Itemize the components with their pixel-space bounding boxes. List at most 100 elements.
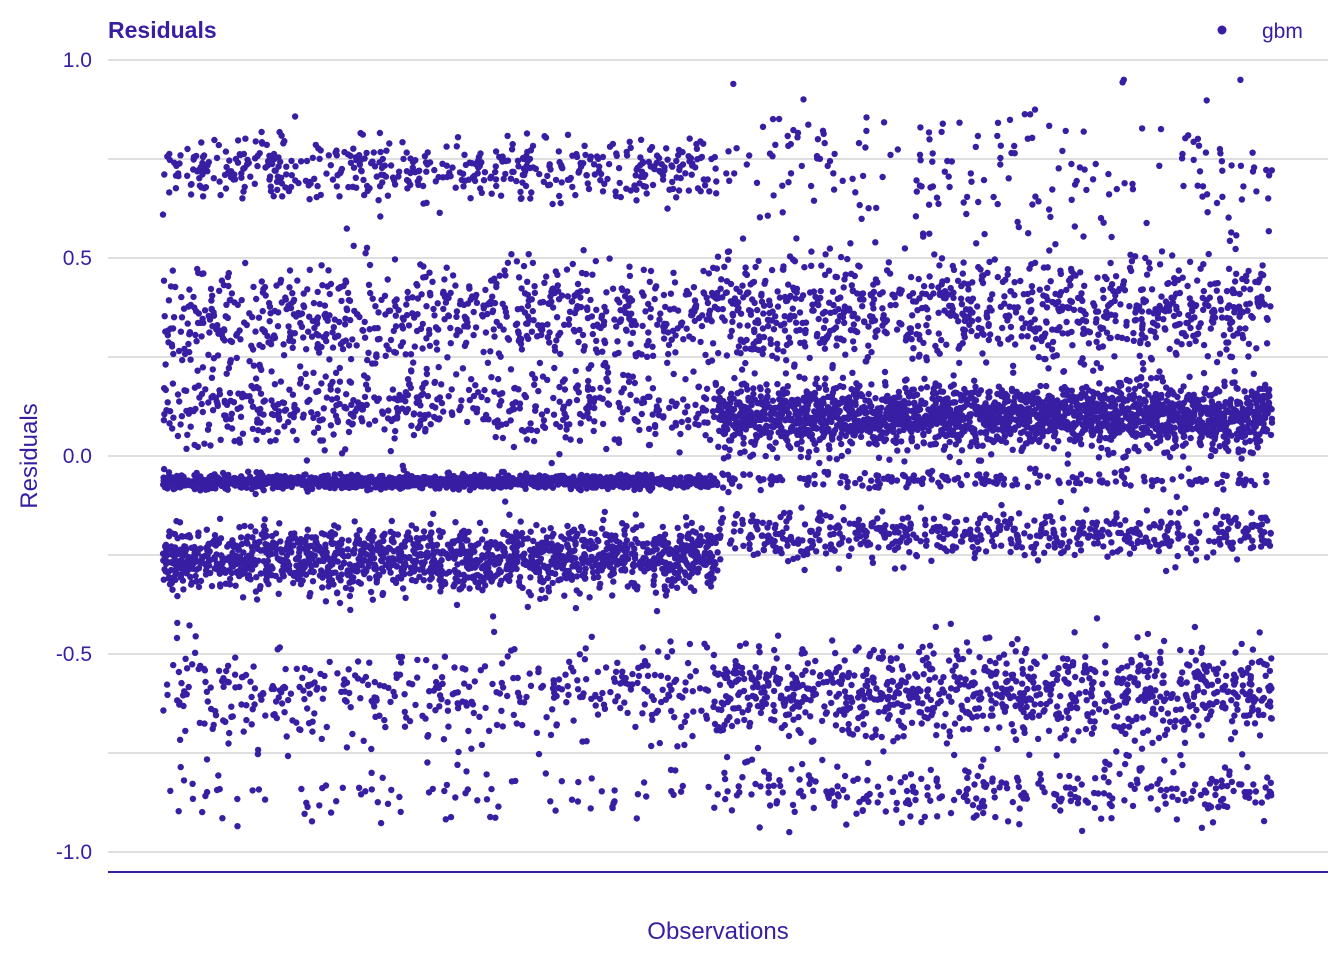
- data-point: [597, 580, 604, 588]
- data-point: [224, 314, 231, 322]
- data-point: [649, 352, 657, 359]
- data-point: [203, 688, 211, 695]
- data-point: [502, 272, 509, 279]
- data-point: [466, 585, 473, 592]
- data-point: [491, 333, 498, 340]
- data-point: [686, 135, 693, 142]
- data-point: [633, 197, 640, 204]
- data-point: [214, 322, 221, 329]
- data-point: [316, 300, 323, 308]
- data-point: [425, 411, 432, 418]
- data-point: [478, 393, 485, 401]
- data-point: [453, 308, 461, 315]
- data-point: [182, 727, 189, 735]
- data-point: [211, 532, 219, 539]
- data-point: [678, 533, 685, 540]
- data-point: [195, 382, 202, 389]
- data-point: [200, 319, 207, 326]
- data-point: [671, 714, 678, 721]
- data-point: [239, 195, 246, 202]
- data-point: [390, 539, 397, 546]
- data-point: [341, 321, 349, 328]
- data-point: [160, 417, 168, 424]
- data-point: [574, 686, 582, 693]
- data-point: [493, 721, 501, 729]
- data-point: [647, 305, 654, 313]
- data-point: [323, 337, 330, 345]
- data-point: [581, 343, 588, 350]
- data-point: [631, 379, 638, 387]
- data-point: [404, 405, 412, 413]
- data-point: [471, 678, 478, 685]
- data-point: [369, 596, 376, 603]
- data-point: [530, 317, 537, 324]
- data-point: [561, 592, 568, 599]
- data-point: [316, 155, 323, 162]
- data-point: [201, 440, 208, 447]
- data-point: [391, 435, 398, 442]
- data-point: [392, 579, 400, 587]
- data-point: [261, 397, 269, 404]
- data-point: [314, 684, 321, 691]
- data-point: [612, 668, 620, 675]
- data-point: [518, 529, 526, 537]
- data-point: [577, 303, 585, 311]
- data-point: [223, 667, 230, 675]
- data-point: [306, 396, 313, 404]
- data-point: [209, 407, 217, 414]
- data-point: [232, 582, 239, 589]
- data-point: [377, 148, 384, 156]
- data-point: [286, 284, 293, 291]
- data-point: [401, 543, 408, 550]
- data-point: [247, 576, 254, 583]
- data-point: [523, 693, 530, 701]
- data-point: [266, 303, 274, 310]
- data-point: [170, 414, 177, 421]
- data-point: [336, 599, 344, 607]
- data-point: [597, 170, 605, 178]
- data-point: [175, 808, 182, 815]
- data-point: [373, 697, 380, 704]
- data-point: [698, 707, 705, 714]
- data-point: [281, 709, 288, 716]
- data-point: [627, 340, 634, 347]
- data-point: [419, 320, 426, 328]
- data-point: [169, 267, 176, 274]
- data-point: [300, 334, 307, 341]
- data-point: [265, 580, 272, 588]
- data-point: [478, 741, 486, 749]
- data-point: [255, 314, 263, 321]
- data-point: [253, 574, 260, 581]
- data-point: [572, 539, 579, 546]
- data-point: [682, 514, 690, 521]
- data-point: [557, 350, 564, 358]
- data-point: [664, 205, 671, 212]
- data-point: [215, 772, 222, 779]
- data-point: [186, 622, 193, 629]
- data-point: [203, 788, 211, 796]
- data-point: [363, 149, 370, 157]
- data-point: [518, 335, 525, 343]
- data-point: [698, 525, 705, 532]
- data-point: [303, 157, 311, 165]
- data-point: [481, 663, 489, 670]
- data-point: [297, 375, 305, 383]
- data-point: [708, 318, 715, 325]
- data-point: [299, 577, 306, 584]
- data-point: [288, 157, 295, 165]
- data-point: [177, 152, 184, 159]
- data-point: [438, 557, 445, 564]
- data-point: [330, 540, 337, 547]
- data-point: [688, 171, 695, 178]
- data-point: [465, 727, 472, 735]
- data-point: [215, 667, 223, 674]
- data-point: [575, 389, 582, 396]
- data-point: [424, 149, 431, 156]
- data-point: [433, 346, 441, 353]
- data-point: [279, 193, 286, 200]
- data-point: [369, 527, 376, 535]
- data-point: [167, 787, 174, 795]
- data-point: [649, 716, 656, 723]
- data-point: [171, 485, 179, 492]
- data-point: [642, 183, 649, 190]
